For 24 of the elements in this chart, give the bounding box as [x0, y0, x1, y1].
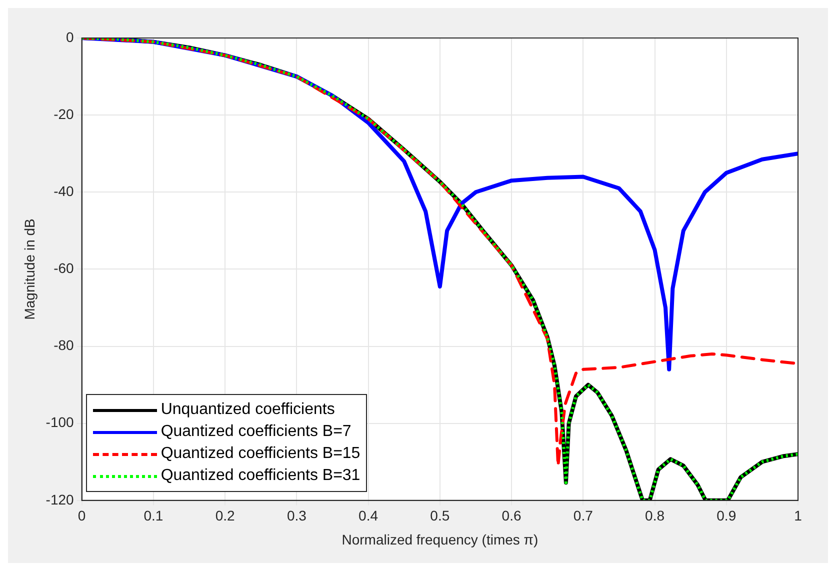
y-axis-title: Magnitude in dB [21, 218, 38, 320]
x-tick-label: 0.3 [286, 508, 307, 524]
x-tick-label: 0.9 [716, 508, 736, 524]
x-tick-label: 0.5 [430, 508, 450, 524]
x-tick-label: 0.6 [502, 508, 522, 524]
y-tick-label: -80 [54, 337, 74, 354]
y-tick-label: 0 [66, 28, 74, 45]
y-tick-label: -100 [46, 414, 74, 430]
x-tick-label: 0.7 [573, 508, 594, 524]
y-tick-label: -40 [54, 182, 74, 199]
legend-label: Quantized coefficients B=15 [160, 444, 360, 464]
legend-label: Unquantized coefficients [160, 400, 335, 420]
x-tick-label: 1 [794, 508, 802, 524]
legend-label: Quantized coefficients B=7 [160, 422, 352, 442]
x-axis-title: Normalized frequency (times π) [342, 531, 538, 548]
x-tick-label: 0 [78, 508, 86, 524]
y-tick-label: -60 [54, 260, 74, 276]
x-tick-label: 0.1 [144, 508, 164, 524]
x-tick-label: 0.8 [645, 508, 665, 524]
x-tick-label: 0.4 [358, 508, 378, 524]
y-tick-label: -120 [46, 491, 74, 508]
x-tick-label: 0.2 [215, 508, 235, 524]
y-tick-label: -20 [54, 106, 74, 122]
legend-label: Quantized coefficients B=31 [160, 466, 360, 486]
